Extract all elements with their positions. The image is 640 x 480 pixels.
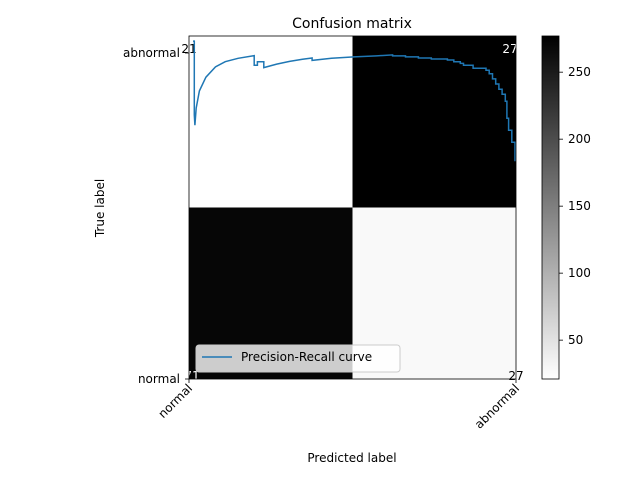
precision-recall-line [193,40,516,162]
legend: Precision-Recall curve [195,344,401,373]
colorbar: 50 100 150 200 250 [541,35,591,380]
colorbar-tick-label: 250 [568,65,591,79]
matrix-cell-label: 71 [184,369,199,383]
plot-frame [188,35,517,380]
colorbar-tick-label: 50 [568,333,583,347]
x-tick-label: abnormal [472,381,522,431]
colorbar-tick-label: 150 [568,199,591,213]
colorbar-tick-label: 200 [568,132,591,146]
matrix-cells [189,36,516,379]
matrix-cell [352,36,516,208]
chart-title: Confusion matrix [292,16,412,32]
y-tick-label: normal [138,372,180,386]
x-tick-label: normal [155,381,195,421]
y-axis-label: True label [93,179,107,238]
legend-label: Precision-Recall curve [241,350,372,364]
colorbar-ticks: 50 100 150 200 250 [559,65,591,347]
x-axis-label: Predicted label [307,451,396,465]
legend-box [195,344,401,373]
y-tick-label: abnormal [123,46,180,60]
colorbar-tick-label: 100 [568,266,591,280]
overlay-layer [193,40,516,162]
matrix-cell [189,36,353,208]
colorbar-gradient [541,35,560,380]
matrix-cell-label: 27 [502,42,517,56]
